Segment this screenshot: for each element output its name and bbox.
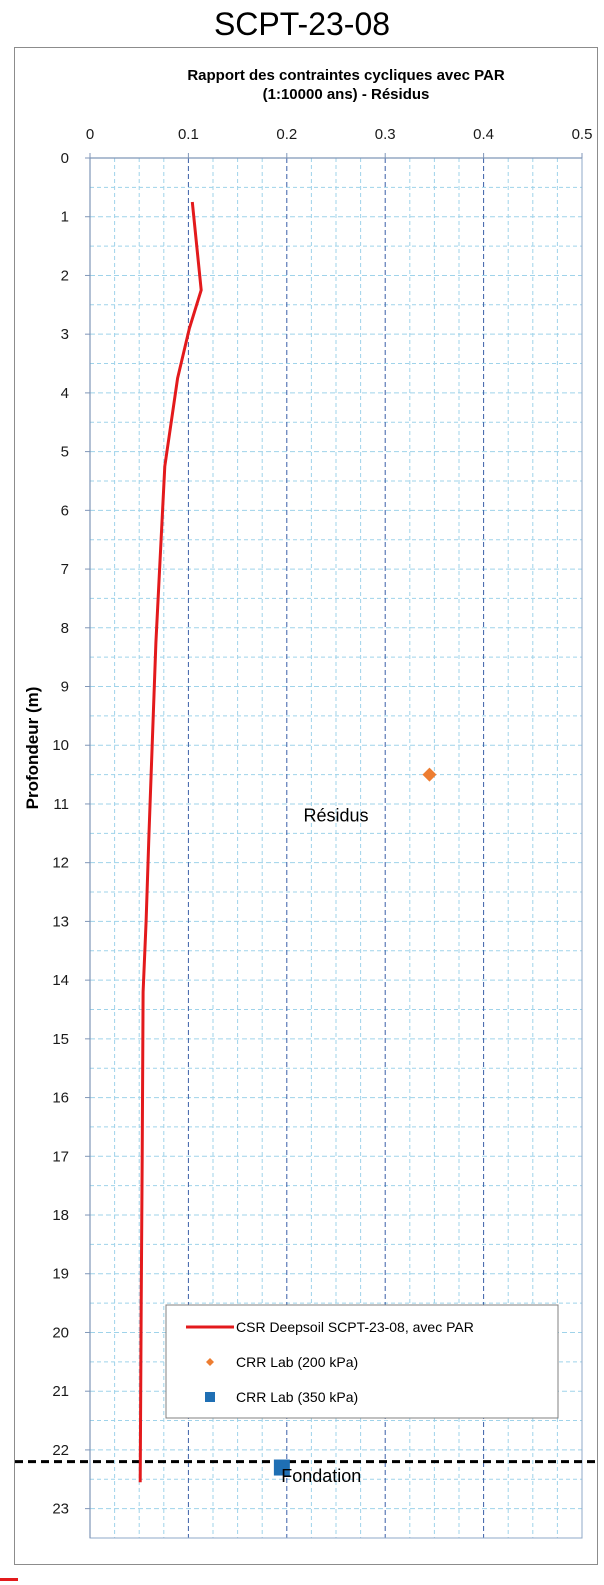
- x-tick-label: 0.5: [572, 126, 593, 143]
- y-tick-label: 7: [61, 561, 69, 578]
- chart-frame: [14, 47, 598, 1565]
- x-tick-label: 0.4: [473, 126, 494, 143]
- y-tick-label: 13: [52, 913, 69, 930]
- legend-square-swatch: [205, 1392, 215, 1402]
- chart-title: SCPT-23-08: [213, 6, 391, 42]
- x-tick-label: 0.2: [276, 126, 297, 143]
- y-tick-label: 4: [61, 385, 69, 402]
- chart-subtitle: (1:10000 ans) - Résidus: [263, 86, 430, 103]
- y-tick-label: 20: [52, 1324, 69, 1341]
- corner-marker: [0, 1578, 18, 1581]
- y-tick-label: 15: [52, 1031, 69, 1048]
- y-tick-label: 3: [61, 326, 69, 343]
- y-tick-label: 8: [61, 620, 69, 637]
- x-tick-label: 0: [86, 126, 94, 143]
- legend-entry: CRR Lab (200 kPa): [236, 1354, 358, 1370]
- legend-entry: CSR Deepsoil SCPT-23-08, avec PAR: [236, 1319, 474, 1335]
- y-tick-label: 9: [61, 679, 69, 696]
- y-tick-label: 16: [52, 1090, 69, 1107]
- x-tick-label: 0.3: [375, 126, 396, 143]
- y-axis-label: Profondeur (m): [23, 687, 42, 810]
- y-tick-label: 10: [52, 737, 69, 754]
- y-tick-label: 14: [52, 972, 69, 989]
- y-tick-label: 23: [52, 1501, 69, 1518]
- y-tick-label: 5: [61, 444, 69, 461]
- y-tick-label: 17: [52, 1148, 69, 1165]
- y-tick-label: 18: [52, 1207, 69, 1224]
- annotation-fondation: Fondation: [281, 1466, 361, 1486]
- y-tick-label: 21: [52, 1383, 69, 1400]
- y-tick-label: 2: [61, 267, 69, 284]
- csr-line: [138, 201, 203, 1483]
- x-tick-label: 0.1: [178, 126, 199, 143]
- chart-subtitle: Rapport des contraintes cycliques avec P…: [187, 67, 504, 84]
- legend-entry: CRR Lab (350 kPa): [236, 1389, 358, 1405]
- crr-350-point: [273, 1459, 290, 1476]
- y-tick-label: 19: [52, 1266, 69, 1283]
- legend-diamond-swatch: [206, 1358, 214, 1366]
- y-tick-label: 22: [52, 1442, 69, 1459]
- y-tick-label: 0: [61, 150, 69, 167]
- y-tick-label: 1: [61, 209, 69, 226]
- y-tick-label: 11: [53, 796, 69, 813]
- y-tick-label: 12: [52, 855, 69, 872]
- crr-200-point: [422, 767, 437, 782]
- legend-box: [165, 1304, 559, 1419]
- y-tick-label: 6: [61, 502, 69, 519]
- annotation-rsidus: Résidus: [303, 806, 368, 826]
